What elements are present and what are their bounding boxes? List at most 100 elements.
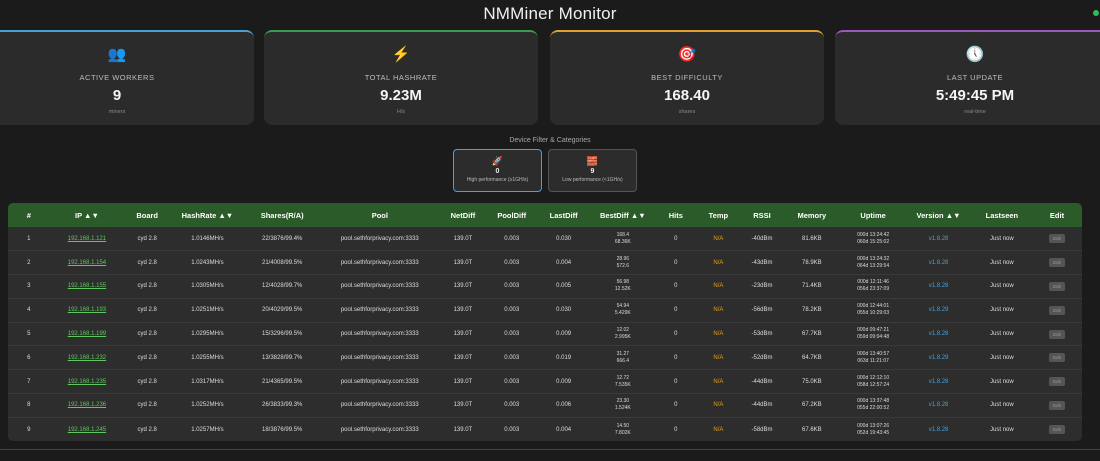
hits: 0 [656, 369, 696, 394]
pool: pool.sethforprivacy.com:3333 [319, 393, 441, 418]
table-row: 7 192.168.1.235 cyd 2.8 1.0317MH/s 21/4365/9… [8, 369, 1082, 394]
table-row: 9 192.168.1.245 cyd 2.8 1.0257MH/s 18/3876/9… [8, 416, 1082, 441]
board: cyd 2.8 [124, 393, 171, 418]
ip-link[interactable]: 192.168.1.155 [49, 274, 125, 299]
col-version[interactable]: Version ▲▼ [916, 210, 961, 220]
table-row: 5 192.168.1.199 cyd 2.8 1.0295MH/s 15/3296/9… [8, 321, 1082, 346]
hashrate: 1.0251MH/s [170, 297, 245, 323]
col-shares: Shares(R/A) [260, 210, 304, 220]
hashrate: 1.0243MH/s [170, 250, 245, 275]
edit-button[interactable]: Edit [1049, 400, 1065, 410]
edit-button[interactable]: Edit [1049, 377, 1065, 387]
card-sub: real-time [964, 109, 986, 115]
ip-link[interactable]: 192.168.1.154 [49, 250, 125, 275]
card-label: BEST DIFFICULTY [651, 73, 723, 82]
table-body: 1 192.168.1.121 cyd 2.8 1.0146MH/s 22/3876/9… [8, 227, 1082, 441]
ip-link[interactable]: 192.168.1.121 [67, 235, 107, 242]
bestdiff-line2: 666.4 [616, 357, 630, 364]
ip-link[interactable]: 192.168.1.236 [49, 393, 125, 418]
uptime-line2: 055d 10:29:03 [857, 310, 890, 317]
col-uptime: Uptime [860, 210, 886, 220]
netdiff: 139.0T [440, 369, 486, 394]
rssi: -58dBm [741, 416, 783, 441]
bestdiff-line2: 572.6 [616, 262, 630, 269]
edit-cell: Edit [1032, 393, 1082, 418]
ip-link[interactable]: 192.168.1.193 [49, 297, 125, 323]
memory: 67.6KB [782, 416, 841, 441]
uptime-line1: 000d 13:37:48 [857, 398, 890, 405]
ip-link[interactable]: 192.168.1.235 [49, 369, 125, 394]
uptime-line2: 063d 11:21:07 [857, 357, 889, 364]
rssi: -52dBm [741, 345, 783, 370]
pooldiff: 0.003 [485, 393, 538, 418]
last-update-card: 🕔 LAST UPDATE 5:49:45 PM real-time [835, 30, 1100, 125]
memory: 75.0KB [782, 369, 841, 394]
edit-button[interactable]: Edit [1049, 258, 1065, 268]
brick-icon: 🧱 [586, 156, 599, 166]
shares: 21/4008/99.5% [244, 250, 320, 275]
board: cyd 2.8 [124, 297, 171, 323]
pool: pool.sethforprivacy.com:3333 [319, 416, 441, 441]
low-performance-filter-button[interactable]: 🧱 9 Low performance (<1GH/s) [548, 149, 637, 192]
col-ip[interactable]: IP ▲▼ [74, 210, 99, 220]
edit-button[interactable]: Edit [1049, 329, 1065, 339]
board: cyd 2.8 [137, 235, 157, 242]
lastdiff: 0.004 [537, 250, 590, 275]
shares: 22/3876/99.4% [262, 235, 303, 242]
temp: N/A [695, 274, 742, 299]
pooldiff: 0.003 [504, 235, 520, 242]
edit-button[interactable]: Edit [1049, 234, 1065, 244]
filter-label: High performance (≥1GH/s) [466, 177, 529, 183]
col-hashrate[interactable]: HashRate ▲▼ [181, 210, 234, 220]
lastdiff: 0.009 [537, 369, 590, 394]
temp: N/A [695, 369, 742, 394]
edit-button[interactable]: Edit [1049, 425, 1065, 435]
ip-link[interactable]: 192.168.1.245 [49, 416, 125, 441]
shares: 12/4028/99.7% [244, 274, 320, 299]
hashrate: 1.0295MH/s [170, 321, 245, 346]
lastseen: Just now [971, 416, 1033, 441]
rssi: -44dBm [741, 369, 783, 394]
rssi: -56dBm [741, 297, 783, 323]
edit-button[interactable]: Edit [1049, 353, 1065, 363]
table-header-row: # IP ▲▼ Board HashRate ▲▼ Shares(R/A) Po… [8, 203, 1082, 227]
hits: 0 [656, 321, 696, 346]
bestdiff-line2: 5.429K [614, 310, 631, 317]
col-hits: Hits [668, 210, 683, 220]
high-performance-filter-button[interactable]: 🚀 0 High performance (≥1GH/s) [453, 149, 542, 192]
version: v1.8.28 [905, 250, 972, 275]
board: cyd 2.8 [124, 416, 171, 441]
card-value: 9.23M [380, 87, 422, 104]
temp: N/A [713, 235, 724, 242]
active-workers-card: 👥 ACTIVE WORKERS 9 miners [0, 30, 254, 125]
uptime-line1: 000d 13:40:57 [857, 350, 890, 357]
version: v1.8.28 [928, 235, 949, 242]
col-edit: Edit [1049, 210, 1065, 220]
card-sub: miners [108, 109, 126, 115]
shares: 21/4365/99.5% [244, 369, 320, 394]
row-index: 7 [8, 369, 50, 394]
lastseen: Just now [971, 369, 1033, 394]
lastseen: Just now [971, 274, 1033, 299]
uptime-line2: 058d 12:57:24 [857, 381, 890, 388]
hits: 0 [674, 235, 678, 242]
ip-link[interactable]: 192.168.1.199 [49, 321, 125, 346]
lastseen: Just now [971, 393, 1033, 418]
edit-button[interactable]: Edit [1049, 281, 1065, 291]
col-bestdiff[interactable]: BestDiff ▲▼ [599, 210, 646, 220]
card-label: TOTAL HASHRATE [364, 73, 438, 82]
shares: 15/3296/99.5% [244, 321, 320, 346]
uptime-cell: 000d 12:11:46 056d 23:37:09 [840, 274, 906, 299]
uptime-line1: 000d 12:12:10 [857, 374, 890, 381]
uptime-line1: 000d 13:24:42 [857, 231, 890, 238]
ip-link[interactable]: 192.168.1.232 [49, 345, 125, 370]
shares: 18/3876/99.5% [244, 416, 320, 441]
uptime-line1: 000d 12:44:01 [857, 303, 890, 310]
bestdiff-line2: 2.995K [614, 334, 631, 341]
lastdiff: 0.006 [537, 393, 590, 418]
edit-button[interactable]: Edit [1049, 305, 1065, 315]
card-value: 9 [112, 87, 122, 104]
lastdiff: 0.005 [537, 274, 590, 299]
bestdiff-cell: 31.27 666.4 [589, 345, 657, 370]
edit-cell: Edit [1032, 416, 1082, 441]
